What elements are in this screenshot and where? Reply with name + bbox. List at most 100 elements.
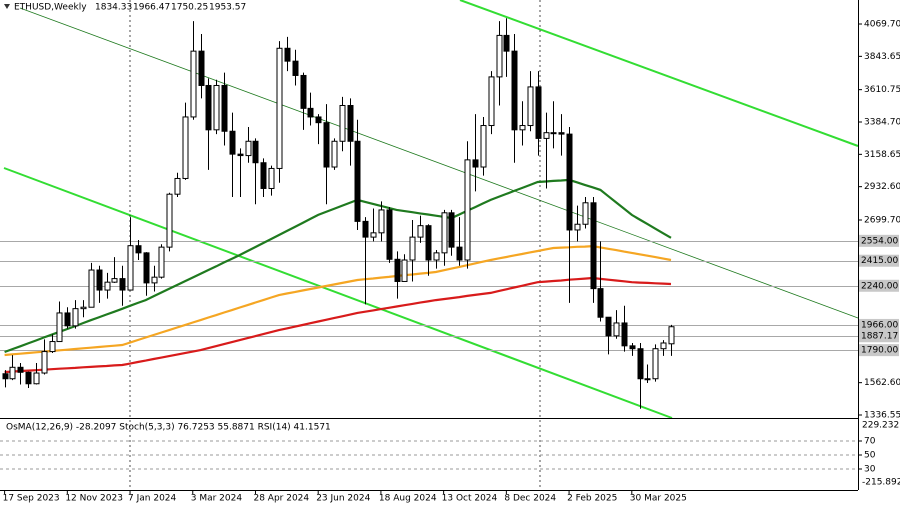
- candle-body: [496, 34, 503, 78]
- candle-body: [582, 202, 589, 225]
- x-tick-label: 17 Sep 2023: [3, 494, 60, 504]
- candle-body: [347, 105, 354, 142]
- candle-body: [464, 159, 471, 261]
- level-label-box: [859, 318, 899, 331]
- trend-line: [19, 7, 859, 319]
- candle-body: [550, 132, 557, 135]
- candle-body: [660, 342, 667, 350]
- candle-body: [25, 371, 32, 385]
- candle-body: [652, 348, 659, 380]
- candle-body: [166, 193, 173, 248]
- x-tick-label: 12 Nov 2023: [65, 494, 123, 504]
- y-tick-label: 3384.70: [864, 117, 900, 127]
- candle-body: [315, 116, 322, 124]
- candle-body: [72, 308, 79, 327]
- x-tick-label: 7 Jan 2024: [128, 494, 176, 504]
- level-label: 2240.00: [861, 281, 898, 291]
- x-tick-label: 3 Mar 2024: [191, 494, 243, 504]
- candle-body: [151, 276, 158, 284]
- level-label: 1966.00: [861, 320, 898, 330]
- ohlc-close: 1953.57: [209, 3, 246, 13]
- trend-line: [459, 0, 859, 147]
- indicator-title: OsMA(12,26,9) -28.2097 Stoch(5,3,3) 76.7…: [6, 423, 331, 433]
- candle-body: [111, 278, 118, 283]
- candle-body: [56, 312, 63, 343]
- candle-body: [41, 351, 48, 374]
- candle-body: [644, 378, 651, 381]
- y-tick-label: 70: [864, 437, 876, 447]
- candle-body: [143, 252, 150, 284]
- x-tick-label: 2 Feb 2025: [567, 494, 617, 504]
- candle-body: [96, 269, 103, 291]
- candle-body: [2, 373, 9, 380]
- candle-body: [300, 74, 307, 109]
- candle-body: [213, 84, 220, 131]
- candle-body: [190, 50, 197, 118]
- level-label-box: [859, 330, 899, 343]
- candle-body: [88, 269, 95, 308]
- candle-body: [362, 220, 369, 238]
- candle-body: [158, 246, 165, 278]
- y-tick-label: 30: [864, 465, 876, 475]
- symbol: ETHUSD,Weekly: [14, 3, 87, 13]
- candle-body: [292, 60, 299, 76]
- y-tick-label: 1562.60: [864, 378, 900, 388]
- candle-body: [668, 326, 675, 345]
- candle-body: [119, 278, 126, 291]
- y-tick-label: 3843.65: [864, 52, 900, 62]
- candle-body: [621, 322, 628, 347]
- ohlc-open: 1834.33: [95, 3, 132, 13]
- candle-body: [80, 306, 87, 310]
- candle-body: [401, 259, 408, 282]
- candle-body: [535, 86, 542, 139]
- ohlc-low: 1750.25: [171, 3, 208, 13]
- candle-body: [354, 140, 361, 222]
- candle-body: [527, 86, 534, 127]
- candle-body: [237, 153, 244, 157]
- candle-body: [182, 116, 189, 179]
- level-label-box: [859, 234, 899, 247]
- osma-min-label: -215.8927: [862, 478, 900, 488]
- candle-body: [448, 212, 455, 248]
- symbol-icon: [4, 4, 10, 9]
- candle-body: [378, 209, 385, 234]
- y-tick-label: 1336.55: [864, 411, 900, 421]
- y-tick-label: 2699.70: [864, 215, 900, 225]
- candle-body: [637, 348, 644, 380]
- candle-body: [488, 76, 495, 127]
- x-tick-label: 13 Oct 2024: [442, 494, 498, 504]
- y-tick-label: 3158.65: [864, 150, 900, 160]
- candle-body: [409, 236, 416, 261]
- y-tick-label: 2932.60: [864, 182, 900, 192]
- candle-body: [49, 341, 56, 353]
- candle-body: [480, 125, 487, 168]
- x-tick-label: 28 Apr 2024: [253, 494, 309, 504]
- candle-body: [127, 245, 134, 291]
- candle-body: [456, 246, 463, 261]
- x-tick-label: 8 Dec 2024: [504, 494, 556, 504]
- candle-body: [472, 159, 479, 168]
- candle-body: [433, 252, 440, 261]
- candle-body: [284, 47, 291, 62]
- candle-body: [605, 316, 612, 337]
- candle-body: [268, 167, 275, 189]
- candle-body: [566, 133, 573, 231]
- candle-body: [519, 125, 526, 131]
- y-tick-label: 3610.75: [864, 85, 900, 95]
- candle-body: [17, 366, 24, 373]
- candle-body: [629, 345, 636, 350]
- candle-body: [64, 312, 71, 327]
- level-label-box: [859, 279, 899, 292]
- x-tick-label: 23 Jun 2024: [316, 494, 370, 504]
- candle-body: [276, 47, 283, 169]
- level-label-box: [859, 344, 899, 357]
- level-label-box: [859, 254, 899, 267]
- level-label: 1790.00: [861, 346, 898, 356]
- y-tick-label: 50: [864, 451, 876, 461]
- candle-body: [104, 281, 111, 291]
- candle-body: [543, 132, 550, 139]
- x-tick-label: 18 Aug 2024: [379, 494, 437, 504]
- moving-average: [4, 178, 672, 354]
- candle-body: [174, 177, 181, 195]
- x-tick-label: 30 Mar 2025: [630, 494, 687, 504]
